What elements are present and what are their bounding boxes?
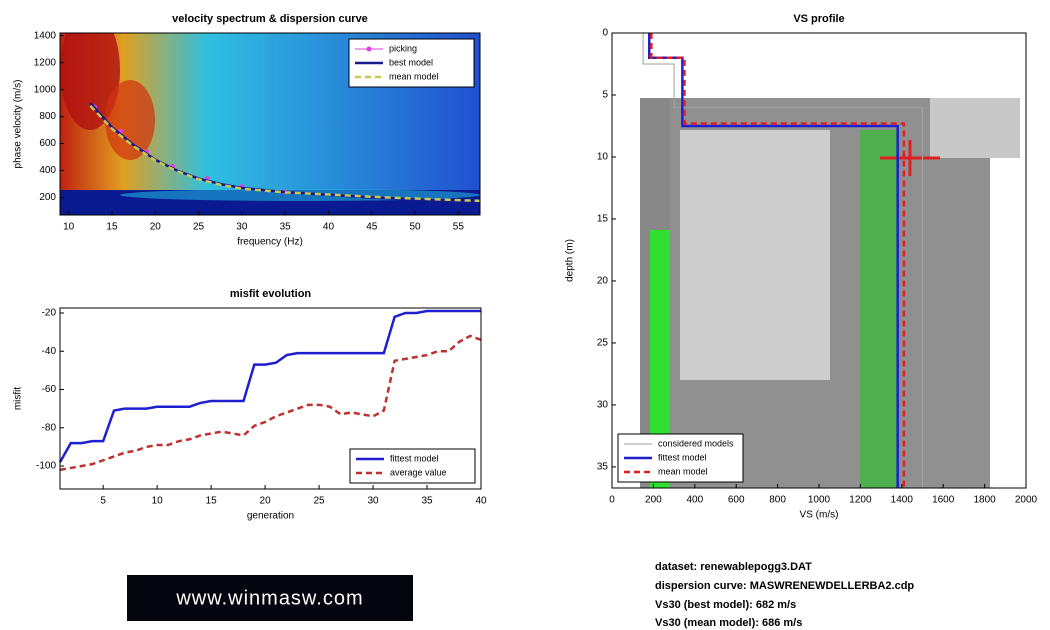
- x-tick-label: 25: [314, 496, 326, 507]
- y-tick-label: 200: [39, 192, 56, 203]
- legend-label: mean model: [389, 71, 439, 81]
- x-tick-label: 35: [280, 222, 292, 233]
- x-tick-label: 30: [236, 222, 248, 233]
- y-tick-label: -80: [42, 422, 57, 433]
- x-tick-label: 5: [100, 496, 106, 507]
- y-tick-label: 25: [597, 338, 609, 349]
- legend-label: fittest model: [390, 453, 439, 463]
- logo: www.winmasw.com: [175, 587, 363, 609]
- y-axis-label: misfit: [13, 387, 24, 411]
- model-cloud: [640, 98, 1020, 488]
- y-tick-label: 1200: [34, 57, 57, 68]
- chart-title: misfit evolution: [230, 288, 312, 300]
- x-tick-label: 40: [475, 496, 487, 507]
- y-tick-label: 1400: [34, 30, 57, 41]
- x-tick-label: 20: [150, 222, 162, 233]
- x-tick-label: 1800: [973, 495, 996, 506]
- info-line: dispersion curve: MASWRENEWDELLERBA2.cdp: [655, 580, 914, 592]
- plot-frame: [59, 307, 482, 490]
- legend-label: mean model: [658, 466, 708, 476]
- y-tick-label: 35: [597, 462, 609, 473]
- y-tick-label: 1000: [34, 84, 57, 95]
- x-tick-label: 35: [421, 496, 433, 507]
- x-axis-label: frequency (Hz): [237, 237, 303, 248]
- x-tick-label: 800: [769, 495, 786, 506]
- y-tick-label: -60: [42, 384, 57, 395]
- x-tick-label: 15: [206, 496, 218, 507]
- x-tick-label: 1400: [891, 495, 914, 506]
- y-tick-label: 800: [39, 111, 56, 122]
- x-tick-label: 55: [453, 222, 465, 233]
- y-tick-label: -40: [42, 346, 57, 357]
- y-tick-label: 15: [597, 214, 609, 225]
- y-tick-label: 30: [597, 400, 609, 411]
- legend-label: fittest model: [658, 452, 707, 462]
- info-line: Vs30 (best model): 682 m/s: [655, 599, 796, 611]
- legend-label: considered models: [658, 438, 734, 448]
- x-axis-label: VS (m/s): [800, 510, 839, 521]
- plot-frame: [59, 32, 481, 216]
- y-tick-label: 0: [602, 28, 608, 39]
- x-tick-label: 20: [260, 496, 272, 507]
- legend-label: best model: [389, 57, 433, 67]
- logo-box: [127, 575, 413, 621]
- y-axis-label: depth (m): [565, 239, 576, 282]
- legend-label: picking: [389, 43, 417, 53]
- x-tick-label: 10: [63, 222, 75, 233]
- y-tick-label: -100: [36, 461, 56, 472]
- legend-label: average value: [390, 467, 447, 477]
- x-tick-label: 25: [193, 222, 205, 233]
- x-tick-label: 200: [645, 495, 662, 506]
- x-tick-label: 45: [366, 222, 378, 233]
- x-tick-label: 2000: [1015, 495, 1038, 506]
- legend-box: [349, 448, 476, 484]
- x-tick-label: 1200: [849, 495, 872, 506]
- y-tick-label: 20: [597, 276, 609, 287]
- x-tick-label: 1600: [932, 495, 955, 506]
- x-tick-label: 40: [323, 222, 335, 233]
- series-line: [648, 33, 899, 488]
- series-line: [89, 104, 481, 203]
- x-tick-label: 600: [728, 495, 745, 506]
- y-tick-label: 600: [39, 138, 56, 149]
- series-line: [642, 33, 923, 488]
- x-tick-label: 1000: [808, 495, 831, 506]
- y-tick-label: -20: [42, 308, 57, 319]
- series-line: [59, 334, 482, 472]
- x-tick-label: 10: [152, 496, 164, 507]
- x-tick-label: 30: [367, 496, 379, 507]
- x-axis-label: generation: [247, 511, 294, 522]
- y-tick-label: 5: [602, 90, 608, 101]
- y-tick-label: 10: [597, 152, 609, 163]
- y-tick-label: 400: [39, 165, 56, 176]
- chart-title: VS profile: [793, 13, 844, 25]
- plot-frame: [611, 32, 1027, 489]
- series-line: [650, 33, 906, 488]
- x-tick-label: 15: [106, 222, 118, 233]
- series-line: [58, 309, 481, 463]
- info-line: dataset: renewablepogg3.DAT: [655, 561, 812, 573]
- chart-title: velocity spectrum & dispersion curve: [172, 13, 368, 25]
- y-axis-label: phase velocity (m/s): [13, 80, 24, 169]
- x-tick-label: 0: [609, 495, 615, 506]
- info-line: Vs30 (mean model): 686 m/s: [655, 617, 802, 629]
- x-tick-label: 50: [409, 222, 421, 233]
- x-tick-label: 400: [686, 495, 703, 506]
